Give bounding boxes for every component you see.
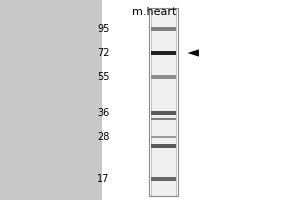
Text: m.heart: m.heart <box>132 7 177 17</box>
Text: 28: 28 <box>97 132 110 142</box>
Bar <box>102 0 300 200</box>
Bar <box>151 136 176 138</box>
Bar <box>151 8 176 196</box>
Polygon shape <box>188 49 199 57</box>
Bar <box>149 8 178 196</box>
Bar <box>151 75 176 79</box>
Bar <box>151 27 176 31</box>
Bar <box>151 51 176 55</box>
Bar <box>151 177 176 181</box>
Text: 17: 17 <box>97 174 110 184</box>
Bar <box>151 144 176 148</box>
Text: 95: 95 <box>97 24 110 34</box>
Text: 55: 55 <box>97 72 110 82</box>
Text: 72: 72 <box>97 48 110 58</box>
Bar <box>151 118 176 120</box>
Text: 36: 36 <box>97 108 110 118</box>
Bar <box>151 111 176 115</box>
